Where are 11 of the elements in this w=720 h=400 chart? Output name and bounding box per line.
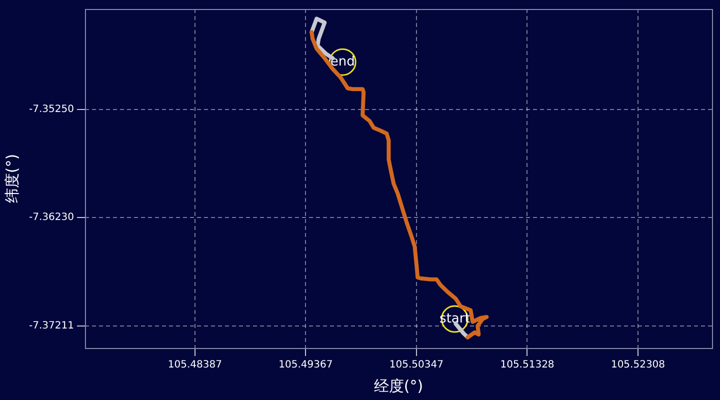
- x-axis-title: 经度(°): [374, 376, 424, 395]
- x-tick-label: 105.51328: [500, 360, 554, 371]
- y-tick-label: -7.37211: [28, 320, 74, 332]
- x-tick-label: 105.50347: [389, 360, 444, 371]
- y-tick-label: -7.36230: [28, 212, 74, 224]
- y-tick-label: -7.35250: [28, 104, 74, 116]
- y-axis-title: 纬度(°): [2, 154, 21, 204]
- x-tick-label: 105.52308: [610, 360, 666, 371]
- x-tick-label: 105.48387: [168, 360, 222, 371]
- x-tick-label: 105.49367: [278, 360, 333, 371]
- annotation: end: [330, 54, 355, 70]
